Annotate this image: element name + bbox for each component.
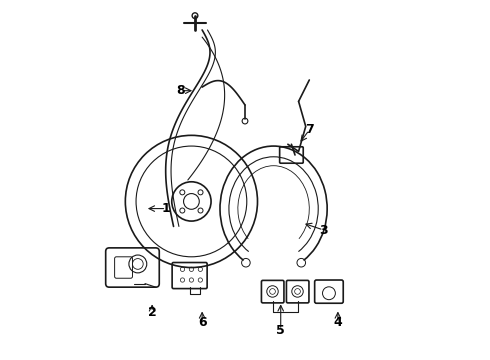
Text: 6: 6: [198, 316, 206, 329]
Text: 2: 2: [148, 306, 156, 319]
Text: 7: 7: [305, 123, 314, 136]
Text: 8: 8: [176, 84, 185, 97]
Text: 3: 3: [319, 224, 328, 237]
Text: 1: 1: [162, 202, 171, 215]
Text: 5: 5: [276, 324, 285, 337]
Text: 4: 4: [334, 316, 342, 329]
